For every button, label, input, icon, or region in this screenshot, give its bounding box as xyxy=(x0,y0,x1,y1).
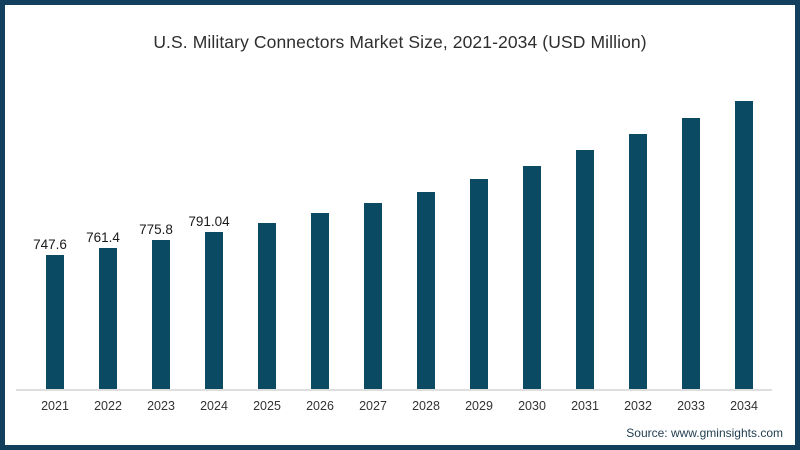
bar-2024 xyxy=(205,231,223,389)
bar-2033 xyxy=(682,118,700,389)
bar-2027 xyxy=(364,202,382,389)
x-tick-2034: 2034 xyxy=(730,399,758,413)
bar-2034 xyxy=(735,100,753,389)
bar-2022 xyxy=(99,247,117,389)
x-tick-2033: 2033 xyxy=(677,399,705,413)
bar-2021 xyxy=(46,255,64,389)
bar-2031 xyxy=(576,150,594,389)
bar-2028 xyxy=(417,191,435,389)
x-tick-2026: 2026 xyxy=(306,399,334,413)
x-tick-2021: 2021 xyxy=(41,399,69,413)
x-tick-2024: 2024 xyxy=(200,399,228,413)
x-tick-2029: 2029 xyxy=(465,399,493,413)
x-tick-2027: 2027 xyxy=(359,399,387,413)
chart-title: U.S. Military Connectors Market Size, 20… xyxy=(153,32,647,52)
x-tick-2028: 2028 xyxy=(412,399,440,413)
x-axis-line xyxy=(16,389,772,391)
bar-2023 xyxy=(152,239,170,389)
bar-2029 xyxy=(470,179,488,389)
bar-value-label-2024: 791.04 xyxy=(188,213,230,229)
bar-value-label-2021: 747.6 xyxy=(33,237,67,253)
bar-value-label-2023: 775.8 xyxy=(139,221,173,237)
x-tick-2023: 2023 xyxy=(147,399,175,413)
bar-2032 xyxy=(629,133,647,389)
x-tick-2025: 2025 xyxy=(253,399,281,413)
source-caption: Source: www.gminsights.com xyxy=(626,426,783,440)
x-tick-2022: 2022 xyxy=(94,399,122,413)
bar-2025 xyxy=(258,222,276,389)
bar-value-label-2022: 761.4 xyxy=(86,229,120,245)
x-tick-2031: 2031 xyxy=(571,399,599,413)
x-tick-2032: 2032 xyxy=(624,399,652,413)
x-tick-2030: 2030 xyxy=(518,399,546,413)
bar-2026 xyxy=(311,213,329,389)
bar-2030 xyxy=(523,166,541,389)
